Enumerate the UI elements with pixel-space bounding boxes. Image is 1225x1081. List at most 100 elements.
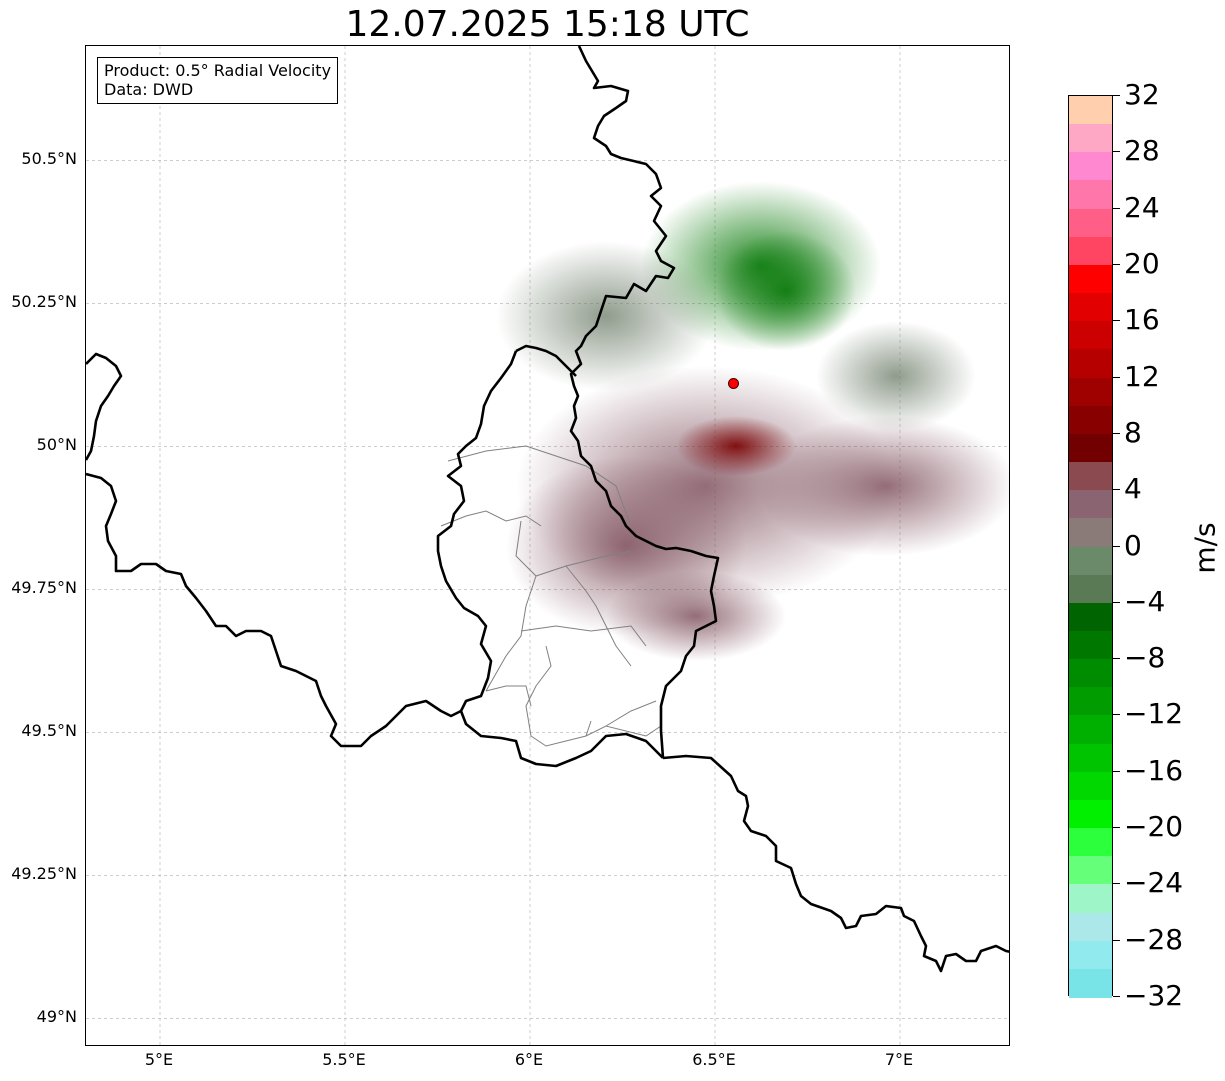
colorbar-segment — [1069, 405, 1112, 435]
colorbar-segment — [1069, 743, 1112, 773]
colorbar-tick-label: 28 — [1124, 134, 1160, 168]
colorbar-tick — [1113, 714, 1120, 716]
colorbar-segment — [1069, 546, 1112, 576]
colorbar-tick-label: −16 — [1124, 753, 1184, 787]
colorbar-segment — [1069, 490, 1112, 519]
colorbar-tick — [1113, 489, 1120, 491]
lon-tick-label: 5.5°E — [322, 1050, 366, 1069]
echo-core-darkred — [676, 416, 796, 476]
colorbar-tick-label: 12 — [1124, 359, 1160, 393]
lon-tick-label: 6°E — [514, 1050, 544, 1069]
luxembourg-cantons — [440, 445, 662, 747]
border-luxembourg-west — [436, 350, 664, 768]
echo-east-grey — [816, 321, 976, 431]
border-germany-belgium-luxembourg — [569, 46, 720, 759]
colorbar-segment — [1069, 293, 1112, 322]
border-france-luxembourg-south — [662, 754, 1009, 973]
colorbar-tick-label: 4 — [1124, 472, 1142, 506]
colorbar-tick — [1113, 432, 1120, 434]
colorbar-tick-label: −4 — [1124, 584, 1166, 618]
colorbar-tick — [1113, 939, 1120, 941]
map-title: 12.07.2025 15:18 UTC — [345, 4, 750, 45]
colorbar-tick-label: −32 — [1124, 979, 1184, 1012]
product-label: Product: 0.5° Radial Velocity — [104, 61, 332, 80]
lat-tick-label: 49.5°N — [21, 721, 77, 741]
lon-tick-label: 5°E — [144, 1050, 174, 1069]
border-belgium-luxembourg-west — [515, 344, 577, 377]
colorbar-segment — [1069, 208, 1112, 238]
colorbar-segment — [1069, 433, 1112, 463]
lat-tick-label: 49.75°N — [11, 578, 77, 598]
colorbar-tick-label: −12 — [1124, 697, 1184, 731]
colorbar-tick — [1113, 151, 1120, 153]
colorbar-segment — [1069, 236, 1112, 266]
colorbar-segment — [1069, 715, 1112, 745]
colorbar-segment — [1069, 884, 1112, 914]
product-info-box: Product: 0.5° Radial Velocity Data: DWD — [97, 57, 339, 104]
echo-southeast-mauve — [756, 416, 1009, 556]
colorbar-segment — [1069, 968, 1112, 998]
colorbar-tick — [1113, 376, 1120, 378]
border-belgium-netherlands-northwest — [86, 352, 123, 461]
colorbar-segment — [1069, 152, 1112, 181]
colorbar-tick — [1113, 545, 1120, 547]
radar-map[interactable] — [86, 46, 1010, 1046]
colorbar-tick — [1113, 770, 1120, 772]
colorbar-tick — [1113, 320, 1120, 322]
colorbar-segment — [1069, 602, 1112, 632]
colorbar-tick — [1113, 601, 1120, 603]
colorbar-tick — [1113, 996, 1120, 997]
colorbar-tick — [1113, 95, 1120, 96]
colorbar-segment — [1069, 574, 1112, 604]
colorbar-segment — [1069, 462, 1112, 491]
colorbar-tick-label: −8 — [1124, 641, 1166, 675]
colorbar-segment — [1069, 321, 1112, 350]
colorbar-segment — [1069, 377, 1112, 407]
colorbar-tick — [1113, 263, 1120, 265]
colorbar-segment — [1069, 828, 1112, 857]
colorbar-segment — [1069, 124, 1112, 153]
colorbar-segment — [1069, 659, 1112, 688]
radar-echo-field — [496, 181, 1009, 661]
lat-tick-label: 49.25°N — [11, 864, 77, 884]
colorbar-tick-label: −24 — [1124, 866, 1184, 900]
velocity-colorbar — [1068, 95, 1113, 998]
map-panel[interactable] — [85, 45, 1010, 1046]
colorbar-tick-label: −20 — [1124, 810, 1184, 844]
colorbar-segment — [1069, 799, 1112, 829]
colorbar-tick-label: 20 — [1124, 246, 1160, 280]
colorbar-tick — [1113, 883, 1120, 885]
colorbar-segment — [1069, 687, 1112, 716]
colorbar-unit-label: m/s — [1188, 522, 1222, 574]
colorbar-tick — [1113, 827, 1120, 829]
colorbar-segment — [1069, 940, 1112, 970]
colorbar-tick — [1113, 658, 1120, 660]
colorbar-segment — [1069, 912, 1112, 942]
colorbar-segment — [1069, 180, 1112, 210]
colorbar-segment — [1069, 96, 1112, 125]
echo-north-green-core — [716, 231, 856, 351]
colorbar-segment — [1069, 349, 1112, 379]
colorbar-tick-label: 16 — [1124, 303, 1160, 337]
lat-tick-label: 50°N — [36, 435, 77, 455]
colorbar-segment — [1069, 771, 1112, 801]
colorbar-tick — [1113, 207, 1120, 209]
colorbar-segment — [1069, 856, 1112, 885]
colorbar-tick-label: 32 — [1124, 78, 1160, 111]
colorbar-tick-label: 24 — [1124, 190, 1160, 224]
echo-south-tail — [606, 571, 786, 661]
colorbar-segment — [1069, 630, 1112, 660]
colorbar-segment — [1069, 518, 1112, 547]
lon-tick-label: 6.5°E — [692, 1050, 736, 1069]
border-belgium-france-west — [86, 472, 462, 748]
colorbar-tick-label: −28 — [1124, 922, 1184, 956]
lat-tick-label: 50.25°N — [11, 292, 77, 312]
colorbar-segment — [1069, 264, 1112, 294]
lat-tick-label: 50.5°N — [21, 149, 77, 169]
lat-tick-label: 49°N — [36, 1007, 77, 1027]
country-borders — [86, 46, 1009, 973]
colorbar-tick-label: 8 — [1124, 415, 1142, 449]
lon-tick-label: 7°E — [884, 1050, 914, 1069]
colorbar-tick-label: 0 — [1124, 528, 1142, 562]
radar-site-marker[interactable] — [728, 377, 739, 389]
